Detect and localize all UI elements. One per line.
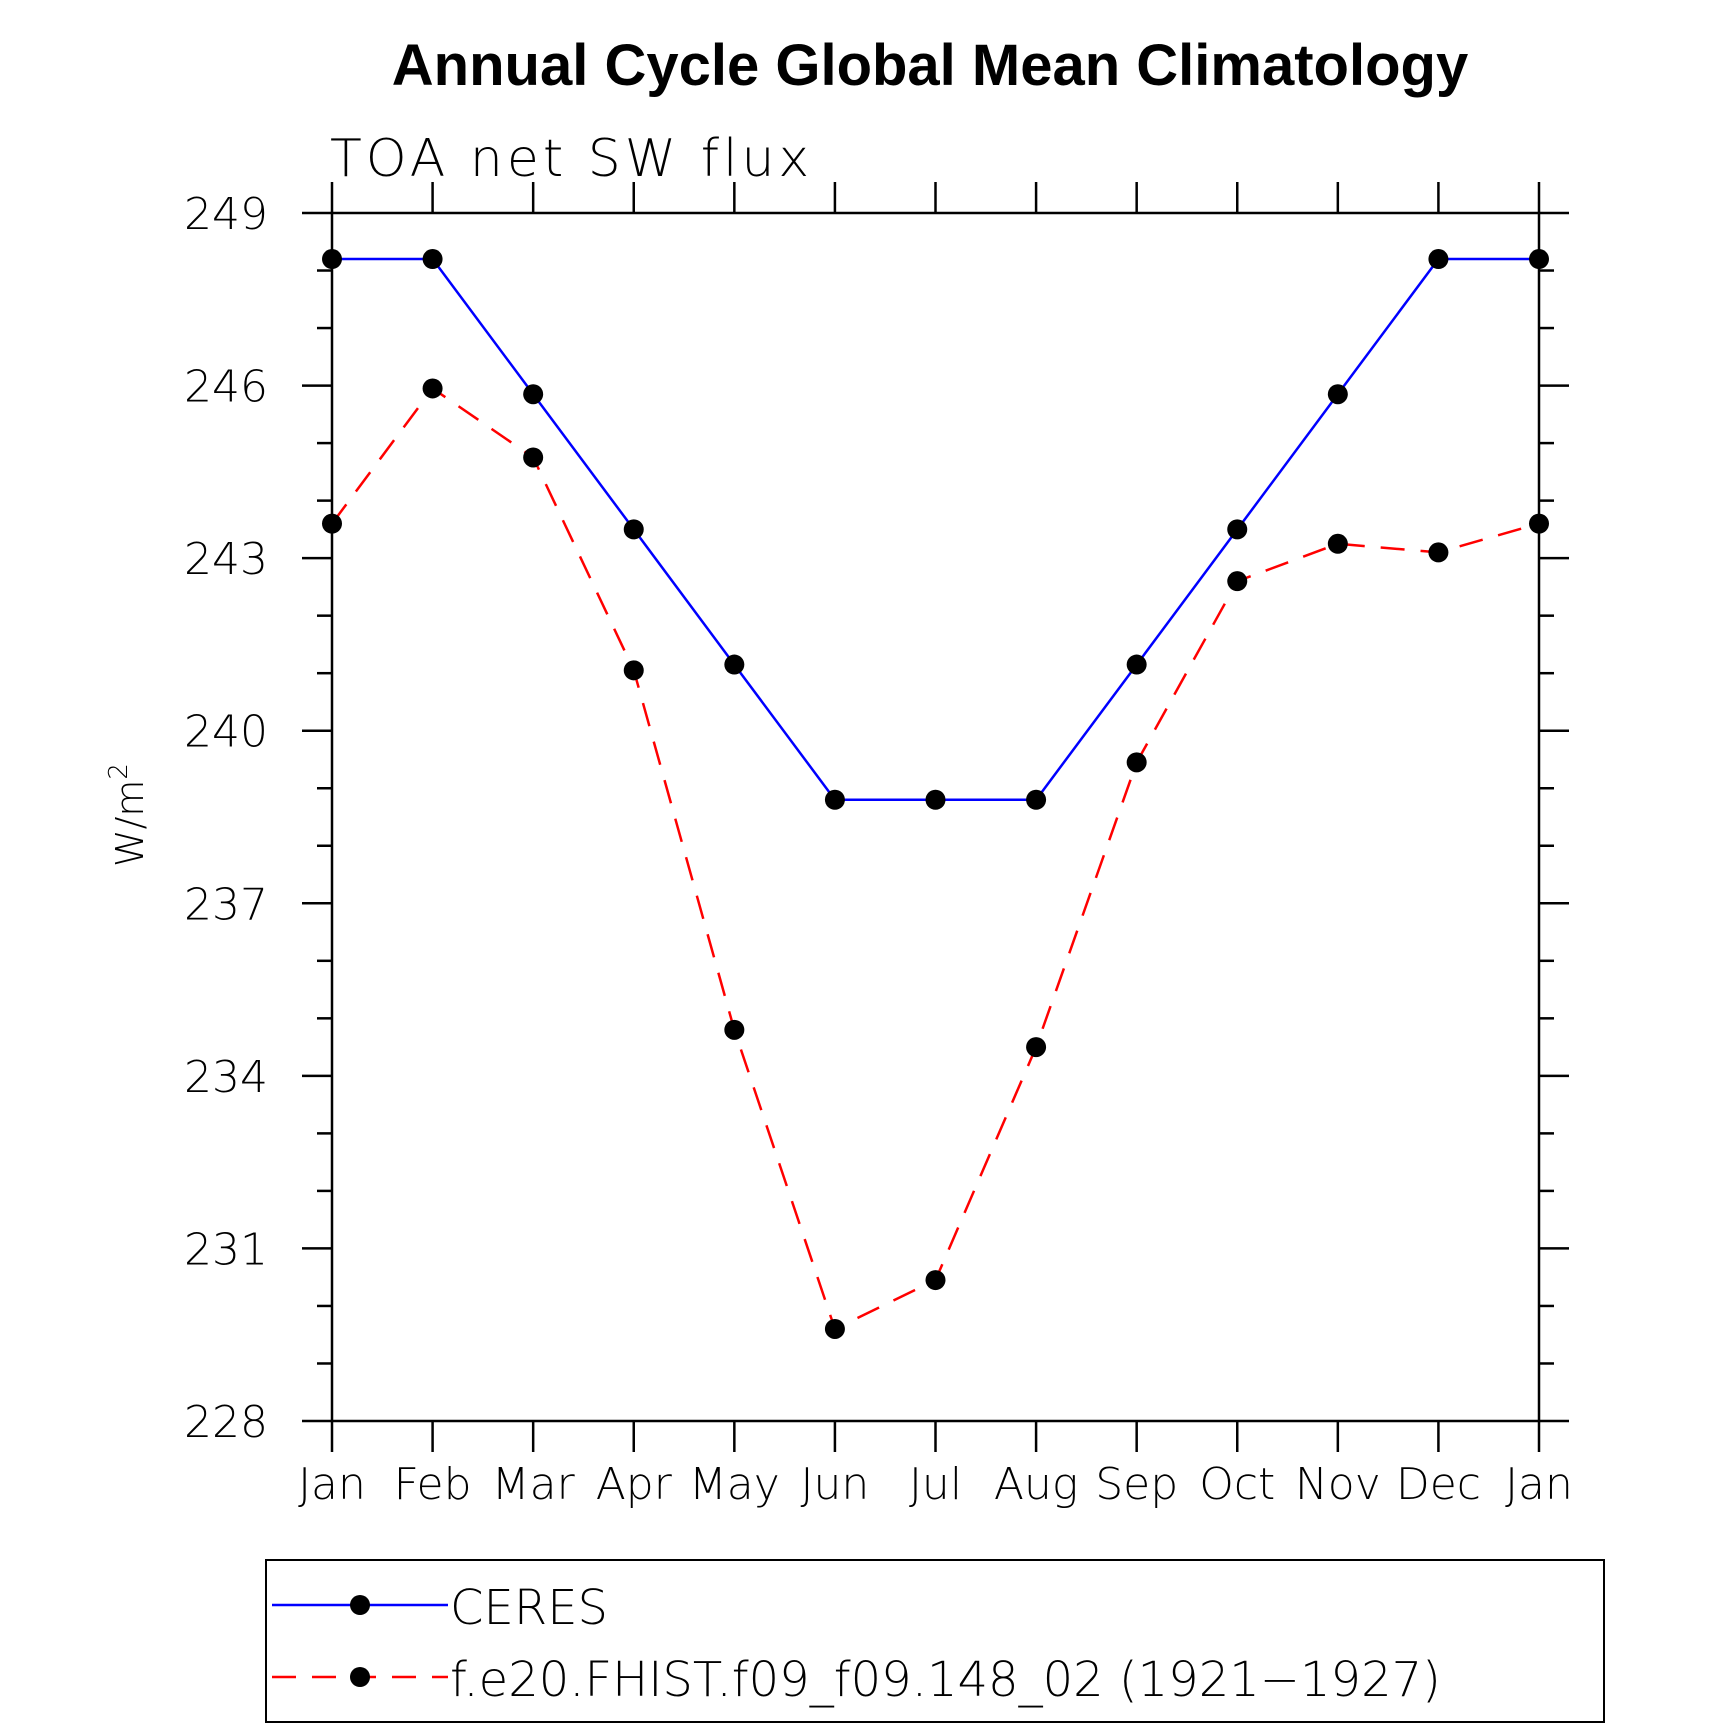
data-point-1 — [1529, 513, 1549, 534]
data-point-1 — [724, 1019, 745, 1040]
legend-label-ceres: CERES — [450, 1580, 608, 1636]
data-point-1 — [1126, 752, 1147, 773]
y-tick-label: 228 — [184, 1397, 268, 1448]
y-tick-label: 249 — [184, 189, 268, 240]
data-point-1 — [1026, 1037, 1047, 1058]
y-tick-label: 246 — [184, 362, 268, 413]
data-point-0 — [523, 384, 544, 405]
data-point-1 — [422, 378, 443, 399]
data-point-0 — [1327, 384, 1348, 405]
data-point-1 — [1227, 571, 1248, 592]
x-tick-label: Dec — [1396, 1459, 1481, 1510]
legend-box — [265, 1559, 1605, 1723]
legend-marker-model — [350, 1667, 370, 1687]
data-point-0 — [1227, 519, 1248, 540]
x-tick-label: May — [689, 1459, 780, 1510]
data-point-0 — [1428, 249, 1449, 270]
series-layer — [322, 249, 1549, 1339]
data-point-0 — [1529, 249, 1549, 270]
x-tick-label: Apr — [596, 1459, 673, 1510]
y-tick-label: 240 — [184, 707, 268, 758]
chart-title: Annual Cycle Global Mean Climatology — [392, 33, 1468, 98]
legend-label-model: f.e20.FHIST.f09_f09.148_02 (1921−1927) — [450, 1652, 1441, 1708]
y-axis-label: W/m2 — [104, 763, 152, 867]
x-tick-label: Mar — [492, 1459, 576, 1510]
y-axis-label-exponent: 2 — [104, 763, 134, 780]
y-tick-label: 234 — [184, 1052, 268, 1103]
x-tick-label: Nov — [1295, 1459, 1381, 1510]
y-tick-label: 243 — [184, 534, 268, 585]
x-tick-label: Jun — [801, 1459, 870, 1510]
data-point-0 — [1126, 654, 1147, 675]
legend-marker-ceres — [350, 1595, 370, 1615]
x-tick-label: Jan — [1505, 1459, 1573, 1510]
x-tick-label: Jul — [909, 1459, 962, 1510]
data-point-1 — [623, 660, 644, 681]
data-point-0 — [724, 654, 745, 675]
y-tick-label: 237 — [184, 879, 268, 930]
y-tick-label: 231 — [184, 1224, 268, 1275]
x-tick-label: Jan — [298, 1459, 366, 1510]
x-tick-label: Aug — [994, 1459, 1078, 1510]
x-axis: Jan Feb Mar Apr May Jun Jul Aug Sep Oct Nov Dec Jan — [298, 182, 1573, 1510]
y-axis-label-base: W/m — [108, 780, 152, 867]
data-point-0 — [1026, 789, 1047, 810]
data-point-1 — [523, 447, 544, 468]
data-point-1 — [322, 513, 342, 534]
svg-text:W/m2: W/m2 — [104, 763, 152, 867]
chart-subtitle: TOA net SW flux — [330, 129, 813, 189]
data-point-1 — [824, 1318, 845, 1339]
data-point-1 — [1327, 533, 1348, 554]
x-tick-label: Feb — [394, 1459, 472, 1510]
legend: CERES f.e20.FHIST.f09_f09.148_02 (1921−1… — [265, 1559, 1605, 1723]
x-tick-label: Sep — [1095, 1459, 1178, 1510]
data-point-1 — [1428, 542, 1449, 563]
data-point-0 — [422, 249, 443, 270]
y-axis: 249 246 243 240 237 234 231 228 — [184, 189, 1569, 1448]
data-point-0 — [623, 519, 644, 540]
data-point-0 — [322, 249, 342, 270]
data-point-0 — [824, 789, 845, 810]
data-point-1 — [925, 1270, 946, 1291]
x-tick-label: Oct — [1199, 1459, 1275, 1510]
data-point-0 — [925, 789, 946, 810]
